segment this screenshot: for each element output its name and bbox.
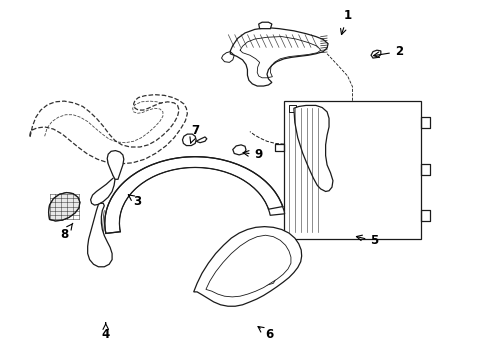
Polygon shape	[206, 235, 291, 297]
Polygon shape	[294, 105, 333, 192]
Text: 9: 9	[243, 148, 263, 161]
Polygon shape	[259, 22, 272, 29]
Text: 3: 3	[128, 195, 142, 208]
Bar	[284, 101, 421, 239]
Text: 5: 5	[356, 234, 379, 247]
Polygon shape	[49, 193, 80, 221]
Text: 4: 4	[101, 323, 110, 341]
Polygon shape	[88, 203, 112, 267]
Text: 8: 8	[60, 223, 73, 241]
Polygon shape	[230, 28, 328, 86]
Polygon shape	[233, 145, 246, 155]
Polygon shape	[371, 50, 381, 58]
Polygon shape	[194, 226, 302, 306]
Polygon shape	[196, 137, 207, 143]
Text: 2: 2	[373, 45, 403, 58]
Text: 1: 1	[341, 9, 352, 35]
Text: 7: 7	[190, 124, 199, 143]
Polygon shape	[182, 134, 196, 145]
Text: 6: 6	[258, 327, 273, 341]
Polygon shape	[107, 150, 124, 179]
Wedge shape	[105, 157, 285, 233]
